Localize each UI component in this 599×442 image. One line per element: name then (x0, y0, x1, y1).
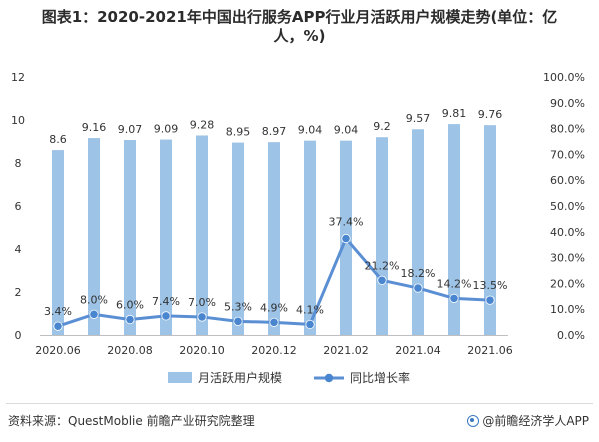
source-note: 资料来源：QuestMoblie 前瞻产业研究院整理 (8, 414, 255, 428)
growth-point (125, 314, 135, 325)
footer-divider (6, 403, 593, 404)
y-right-tick-label: 10.0% (550, 303, 585, 316)
line-value-label: 14.2% (437, 277, 472, 290)
bar (196, 135, 208, 335)
y-right-tick-label: 70.0% (550, 148, 585, 161)
bar-value-label: 9.07 (118, 123, 143, 136)
line-value-label: 37.4% (329, 216, 364, 229)
y-right-tick-label: 50.0% (550, 200, 585, 213)
growth-point (161, 311, 171, 321)
x-tick-label: 2021.04 (395, 344, 441, 357)
bar (160, 139, 172, 335)
line-value-label: 13.5% (473, 279, 508, 292)
growth-point (89, 309, 99, 319)
x-tick-label: 2020.08 (107, 344, 153, 357)
brand-text: @前瞻经济学人APP (482, 414, 589, 428)
growth-point (269, 317, 279, 327)
bar (448, 124, 460, 336)
y-right-tick-label: 80.0% (550, 123, 585, 136)
bar-value-label: 9.04 (298, 124, 323, 137)
bar (52, 150, 64, 335)
bar (88, 138, 100, 335)
bar (412, 129, 424, 335)
legend-line-label: 同比增长率 (350, 370, 410, 385)
legend: 月活跃用户规模 同比增长率 (168, 370, 410, 385)
line-value-label: 7.4% (152, 295, 180, 308)
bar-value-label: 9.2 (373, 120, 391, 133)
y-left-tick-label: 8 (15, 157, 22, 170)
y-right-tick-label: 0.0% (557, 329, 585, 342)
y-right-tick-label: 20.0% (550, 277, 585, 290)
y-left-tick-label: 4 (15, 243, 22, 256)
y-right-tick-label: 40.0% (550, 226, 585, 239)
legend-bar-label: 月活跃用户规模 (198, 370, 282, 385)
line-value-label: 4.9% (260, 301, 288, 314)
bar-series (52, 124, 496, 336)
y-axis-left: 0 2 4 6 8 10 12 (11, 71, 25, 342)
line-value-label: 3.4% (44, 305, 72, 318)
growth-point (53, 321, 63, 331)
growth-point (485, 295, 495, 305)
bar-value-labels: 8.6 9.16 9.07 9.09 9.28 8.95 8.97 9.04 9.04 9.2 9.… (49, 107, 502, 146)
legend-bar-swatch (168, 372, 192, 383)
chart-title: 图表1：2020-2021年中国出行服务APP行业月活跃用户规模走势(单位：亿 … (0, 8, 599, 46)
y-right-tick-label: 100.0% (543, 71, 585, 84)
bar (376, 137, 388, 335)
bar-value-label: 9.81 (442, 107, 467, 120)
y-axis-right: 0.0% 10.0% 20.0% 30.0% 40.0% 50.0% 60.0% 70.0% 8… (543, 71, 585, 342)
y-left-tick-label: 0 (15, 329, 22, 342)
y-left-tick-label: 2 (15, 286, 22, 299)
legend-line-marker (324, 373, 334, 383)
growth-point (377, 275, 387, 285)
line-value-label: 6.0% (116, 299, 144, 312)
bar-value-label: 9.76 (478, 108, 503, 121)
growth-point (305, 319, 315, 330)
x-tick-label: 2020.12 (251, 344, 297, 357)
line-value-labels: 3.4% 8.0% 6.0% 7.4% 7.0% 5.3% 4.9% 4.1% 37.4% 21.… (44, 216, 507, 319)
y-right-tick-label: 90.0% (550, 97, 585, 110)
bar (232, 142, 244, 335)
growth-point (449, 293, 459, 303)
growth-point (233, 316, 243, 326)
bar (484, 125, 496, 335)
y-left-tick-label: 10 (11, 114, 25, 127)
chart-title-line1: 图表1：2020-2021年中国出行服务APP行业月活跃用户规模走势(单位：亿 (41, 8, 558, 26)
bar-value-label: 9.04 (334, 124, 359, 137)
y-left-tick-label: 12 (11, 71, 25, 84)
x-tick-label: 2021.06 (467, 344, 513, 357)
bar (124, 139, 136, 335)
line-value-label: 4.1% (296, 303, 324, 316)
line-value-label: 8.0% (80, 293, 108, 306)
x-tick-label: 2020.10 (179, 344, 225, 357)
bar-value-label: 8.6 (49, 133, 67, 146)
brand-logo-icon (467, 415, 480, 427)
brand-credit: @前瞻经济学人APP (467, 412, 589, 429)
line-series (53, 233, 495, 331)
growth-point (413, 283, 423, 293)
bar-value-label: 8.95 (226, 126, 251, 139)
bar-value-label: 9.09 (154, 123, 179, 136)
growth-point (197, 312, 207, 322)
line-value-label: 5.3% (224, 300, 252, 313)
bar-value-label: 9.57 (406, 112, 431, 125)
y-right-tick-label: 30.0% (550, 252, 585, 265)
line-value-label: 18.2% (401, 267, 436, 280)
x-tick-label: 2020.06 (35, 344, 81, 357)
bar (304, 140, 316, 335)
x-axis-ticks: 2020.06 2020.08 2020.10 2020.12 2021.02 2021.… (35, 344, 513, 357)
y-left-tick-label: 6 (15, 200, 22, 213)
chart-title-line2: 人，%) (273, 27, 326, 45)
y-right-tick-label: 60.0% (550, 174, 585, 187)
bar-value-label: 9.28 (190, 118, 215, 131)
x-tick-label: 2021.02 (323, 344, 369, 357)
bar-value-label: 8.97 (262, 125, 287, 138)
line-value-label: 21.2% (365, 259, 400, 272)
bar (268, 142, 280, 335)
line-value-label: 7.0% (188, 296, 216, 309)
growth-point (341, 233, 351, 244)
bar-value-label: 9.16 (82, 121, 107, 134)
